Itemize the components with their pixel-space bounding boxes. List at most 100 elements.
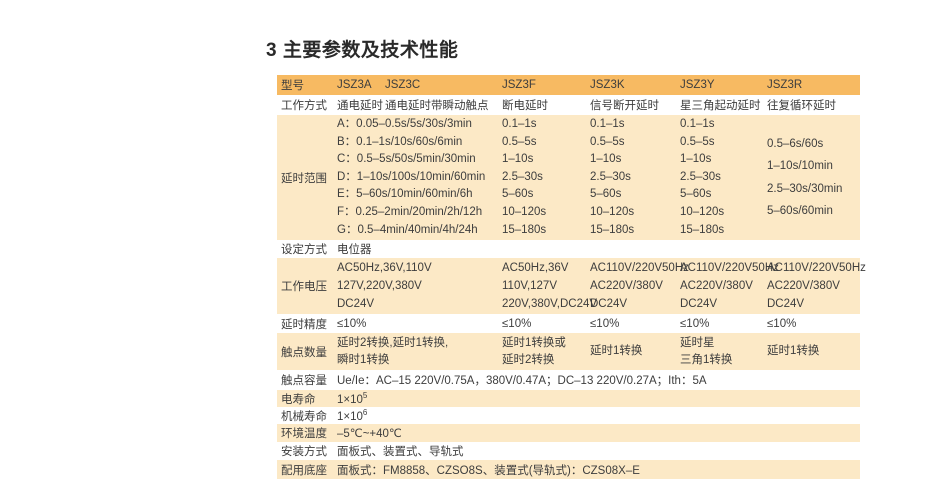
cell-line: 2.5–30s	[590, 170, 631, 183]
row-contact-capacity: 触点容量 Ue/Ie：AC–15 220V/0.75A，380V/0.47A；D…	[277, 370, 860, 390]
electrical-life-value: 1×105	[335, 391, 860, 406]
work-mode-jsz3r: 往复循环延时	[767, 100, 836, 112]
cell-line: 220V,380V,DC24V	[502, 298, 598, 310]
cell-line: 瞬时1转换	[337, 353, 390, 366]
cell-line: DC24V	[337, 298, 375, 310]
mechanical-life-label: 机械寿命	[281, 410, 327, 423]
cell-line: 1–10s	[502, 153, 534, 166]
cell-line: 2.5–30s	[502, 170, 543, 183]
voltage-jsz3ac: AC50Hz,36V,110V 127V,220V,380V DC24V	[335, 258, 500, 314]
cell-line: B：0.1–1s/10s/60s/6min	[337, 135, 463, 148]
cell-line: 5–60s/60min	[767, 205, 833, 217]
cell-line: 15–180s	[680, 223, 725, 236]
header-jsz3f: JSZ3F	[502, 79, 536, 91]
contacts-jsz3k: 延时1转换	[588, 333, 678, 370]
section-title: 3 主要参数及技术性能	[266, 40, 459, 61]
cell-line: 10–120s	[590, 205, 635, 218]
cell-line: 延时2转换	[502, 353, 555, 366]
cell-line: AC110V/220V50Hz	[590, 262, 689, 274]
row-ambient-temperature: 环境温度 –5℃~+40℃	[277, 424, 860, 442]
cell-line: 0.5–5s	[502, 135, 537, 148]
header-jsz3k: JSZ3K	[590, 79, 625, 91]
electrical-life-label: 电寿命	[281, 393, 316, 406]
contacts-jsz3y: 延时星三角1转换	[678, 333, 765, 370]
cell-line: DC24V	[590, 298, 628, 310]
cell-line: 5–60s	[502, 188, 534, 201]
row-setting-method: 设定方式 电位器	[277, 240, 860, 258]
cell-line: A：0.05–0.5s/5s/30s/3min	[337, 118, 472, 130]
cell-line: 延时星	[680, 336, 715, 349]
electrical-life-exponent: 5	[362, 391, 368, 401]
cell-line: AC50Hz,36V	[502, 262, 569, 274]
cell-line: C：0.5–5s/50s/5min/30min	[337, 153, 476, 166]
voltage-jsz3f: AC50Hz,36V 110V,127V 220V,380V,DC24V	[500, 258, 598, 314]
voltage-jsz3y: AC110V/220V50Hz AC220V/380V DC24V	[678, 258, 779, 314]
cell-line: 1–10s	[590, 153, 622, 166]
cell-line: E：5–60s/10min/60min/6h	[337, 188, 473, 201]
cell-line: 延时2转换,延时1转换,	[337, 336, 449, 349]
header-jsz3a: JSZ3A	[337, 79, 372, 91]
cell-line: 5–60s	[590, 188, 622, 201]
cell-line: 1–10s/10min	[767, 160, 833, 172]
cell-line: 延时1转换	[590, 345, 643, 357]
delay-range-jsz3f: 0.1–1s 0.5–5s 1–10s 2.5–30s 5–60s 10–120s 15–1…	[500, 115, 588, 240]
spec-table: 型号 JSZ3A JSZ3C JSZ3F JSZ3K JSZ3Y JSZ3R 工…	[277, 75, 866, 479]
setting-method-label: 设定方式	[281, 244, 327, 256]
cell-line: 延时1转换或	[502, 336, 566, 349]
delay-range-jsz3y: 0.1–1s 0.5–5s 1–10s 2.5–30s 5–60s 10–120s 15–1…	[678, 115, 765, 240]
cell-line: 0.1–1s	[590, 118, 625, 130]
mechanical-life-value: 1×106	[335, 408, 860, 423]
mounting-method-label: 安装方式	[281, 446, 327, 458]
header-jsz3c: JSZ3C	[385, 79, 421, 91]
delay-range-jsz3r: 0.5–6s/60s 1–10s/10min 2.5–30s/30min 5–60s/…	[765, 115, 860, 240]
header-model-label: 型号	[281, 80, 304, 92]
header-jsz3r: JSZ3R	[767, 79, 803, 91]
delay-range-label: 延时范围	[281, 172, 327, 185]
precision-jsz3y: ≤10%	[680, 317, 710, 330]
mounting-method-value: 面板式、装置式、导轨式	[337, 446, 464, 458]
row-delay-precision: 延时精度 ≤10% ≤10% ≤10% ≤10% ≤10%	[277, 314, 860, 333]
cell-line: 延时1转换	[767, 345, 820, 357]
header-jsz3y: JSZ3Y	[680, 79, 715, 91]
cell-line: G：0.5–4min/40min/4h/24h	[337, 223, 478, 236]
precision-jsz3r: ≤10%	[767, 317, 797, 330]
cell-line: AC50Hz,36V,110V	[337, 262, 432, 274]
row-contact-count: 触点数量 延时2转换,延时1转换, 瞬时1转换 延时1转换或 延时2转换 延时1转换…	[277, 333, 860, 370]
cell-line: 三角1转换	[680, 353, 733, 366]
precision-jsz3k: ≤10%	[590, 317, 620, 330]
cell-line: 0.1–1s	[680, 118, 715, 130]
cell-line: AC220V/380V	[680, 280, 753, 292]
cell-line: AC220V/380V	[767, 280, 840, 292]
working-voltage-label: 工作电压	[281, 281, 327, 293]
matching-socket-label: 配用底座	[281, 464, 327, 477]
cell-line: 0.5–5s	[590, 135, 625, 148]
contacts-jsz3r: 延时1转换	[765, 333, 860, 370]
row-delay-range: 延时范围 A：0.05–0.5s/5s/30s/3min B：0.1–1s/10s…	[277, 115, 860, 240]
cell-line: AC110V/220V50Hz	[680, 262, 779, 274]
contact-capacity-label: 触点容量	[281, 375, 327, 387]
cell-line: DC24V	[680, 298, 718, 310]
row-mounting-method: 安装方式 面板式、装置式、导轨式	[277, 442, 860, 460]
cell-line: DC24V	[767, 298, 805, 310]
cell-line: 10–120s	[502, 205, 547, 218]
cell-line: 0.1–1s	[502, 118, 537, 130]
ambient-temperature-value: –5℃~+40℃	[337, 428, 402, 440]
cell-line: 10–120s	[680, 205, 725, 218]
cell-line: 0.5–5s	[680, 135, 715, 148]
work-mode-jsz3y: 星三角起动延时	[680, 100, 761, 112]
cell-line: D：1–10s/100s/10min/60min	[337, 170, 486, 183]
cell-line: 15–180s	[590, 223, 635, 236]
ambient-temperature-label: 环境温度	[281, 428, 327, 440]
delay-precision-label: 延时精度	[281, 318, 327, 331]
work-mode-jsz3c: 通电延时带瞬动触点	[385, 100, 489, 112]
row-electrical-life: 电寿命 1×105	[277, 390, 860, 407]
contacts-jsz3f: 延时1转换或 延时2转换	[500, 333, 588, 370]
electrical-life-base: 1×10	[337, 393, 363, 406]
precision-jsz3ac: ≤10%	[337, 317, 367, 330]
cell-line: 15–180s	[502, 223, 547, 236]
cell-line: F：0.25–2min/20min/2h/12h	[337, 205, 483, 218]
voltage-jsz3r: AC110V/220V50Hz AC220V/380V DC24V	[765, 258, 866, 314]
contacts-jsz3ac: 延时2转换,延时1转换, 瞬时1转换	[335, 333, 500, 370]
cell-line: 2.5–30s	[680, 170, 721, 183]
